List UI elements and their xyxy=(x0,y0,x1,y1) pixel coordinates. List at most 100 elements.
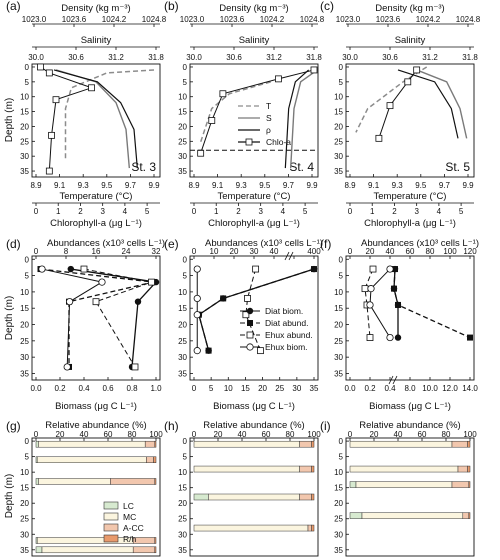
bar-segment-R/h xyxy=(154,537,157,544)
depth-tick-label: 20 xyxy=(20,499,29,508)
abundance-tick-label: 40 xyxy=(270,247,279,256)
depth-tick-label: 0 xyxy=(339,255,344,264)
depth-tick-label: 35 xyxy=(20,546,29,555)
depth-tick-label: 5 xyxy=(25,453,30,462)
depth-tick-label: 5 xyxy=(183,272,188,281)
salinity-tick-label: 31.8 xyxy=(306,53,322,62)
relative-tick-label: 0 xyxy=(348,430,353,439)
temperature-axis-label: Temperature (°C) xyxy=(60,191,133,202)
salinity-tick-label: 31.2 xyxy=(108,53,124,62)
salinity-tick-label: 30.6 xyxy=(382,53,398,62)
salinity-axis-label: Salinity xyxy=(81,35,112,46)
temperature-tick-label: 9.7 xyxy=(125,181,137,190)
panel-label: (h) xyxy=(164,419,179,433)
chl-tick-label: 1 xyxy=(370,207,375,216)
abundance-tick-label: 40 xyxy=(386,247,395,256)
depth-tick-label: 10 xyxy=(20,93,29,102)
legend-swatch xyxy=(103,523,119,532)
series-line-ρ xyxy=(284,69,310,169)
chl-point xyxy=(219,90,227,98)
series-line-Chlo-a xyxy=(200,69,315,154)
depth-tick-label: 35 xyxy=(334,369,343,378)
bar-segment-MC xyxy=(349,440,453,448)
biomass-tick-label: 10.0 xyxy=(422,384,438,393)
chl-tick-label: 5 xyxy=(145,207,150,216)
relative-tick-label: 20 xyxy=(56,430,65,439)
legend-swatch xyxy=(103,501,119,510)
chl-point xyxy=(37,63,44,71)
plot-frame xyxy=(31,63,161,178)
temperature-tick-label: 9.9 xyxy=(148,181,160,190)
depth-tick-label: 35 xyxy=(178,546,187,555)
biomass-tick-label: 20 xyxy=(258,384,267,393)
series-line-ρ xyxy=(53,69,138,169)
data-point xyxy=(391,285,397,292)
depth-tick-label: 25 xyxy=(178,137,187,146)
relative-tick-label: 60 xyxy=(262,430,271,439)
data-point xyxy=(366,334,374,341)
depth-tick-label: 20 xyxy=(334,321,343,330)
legend-label: Ehux biom. xyxy=(265,342,308,352)
relative-axis-label: Relative abundance (%) xyxy=(45,420,146,431)
chl-tick-label: 0 xyxy=(348,207,353,216)
bar-segment-MC xyxy=(193,465,300,473)
chl-point xyxy=(404,78,412,86)
bar-segment-R/h xyxy=(154,440,157,448)
biomass-axis-label: Biomass (μg C L⁻¹) xyxy=(213,401,295,412)
depth-tick-label: 30 xyxy=(178,530,187,539)
bar-segment-A-CC xyxy=(299,465,312,473)
bar-segment-LC xyxy=(35,440,39,448)
data-point xyxy=(244,295,251,302)
salinity-tick-label: 31.8 xyxy=(462,53,478,62)
depth-tick-label: 35 xyxy=(178,369,187,378)
abundance-tick-label: 20 xyxy=(366,247,375,256)
axis-break xyxy=(392,375,398,385)
biomass-axis-label: Biomass (μg C L⁻¹) xyxy=(55,401,137,412)
legend-label: Diat biom. xyxy=(265,306,303,316)
data-point xyxy=(193,265,201,273)
relative-axis-label: Relative abundance (%) xyxy=(203,420,304,431)
depth-tick-label: 0 xyxy=(183,255,188,264)
series-line-S xyxy=(416,69,468,139)
biomass-tick-label: 10 xyxy=(224,384,233,393)
abundance-axis-label: Abundances (x10³ cells L⁻¹) xyxy=(205,238,323,249)
density-axis-label: Density (kg m⁻³) xyxy=(61,3,130,14)
data-point xyxy=(63,363,71,371)
relative-tick-label: 20 xyxy=(214,430,223,439)
biomass-tick-label: 35 xyxy=(310,384,319,393)
biomass-tick-label: 25 xyxy=(275,384,284,393)
biomass-tick-label: 0.0 xyxy=(30,384,42,393)
chl-point xyxy=(386,102,394,110)
depth-tick-label: 20 xyxy=(334,122,343,131)
plot-frame xyxy=(189,63,319,178)
data-point xyxy=(386,333,394,342)
biomass-tick-label: 0.2 xyxy=(364,384,376,393)
station-label: St. 5 xyxy=(445,160,470,174)
data-point xyxy=(369,265,377,273)
salinity-tick-label: 31.2 xyxy=(266,53,282,62)
depth-tick-label: 10 xyxy=(178,468,187,477)
panel-label: (b) xyxy=(164,0,179,13)
legend-label: Ehux abund. xyxy=(265,330,313,340)
salinity-tick-label: 30.0 xyxy=(28,53,44,62)
bar-segment-A-CC xyxy=(132,546,156,554)
data-point xyxy=(361,285,369,293)
abundance-tick-label: 400 xyxy=(307,247,321,256)
depth-tick-label: 25 xyxy=(20,337,29,346)
chl-point xyxy=(375,134,383,142)
relative-axis-label: Relative abundance (%) xyxy=(359,420,460,431)
depth-tick-label: 15 xyxy=(20,108,29,117)
data-point xyxy=(257,347,264,355)
depth-tick-label: 15 xyxy=(178,484,187,493)
series-line-Ehuxbiom xyxy=(369,268,391,338)
series-line-Chlo-a xyxy=(378,69,418,139)
abundance-tick-label: 60 xyxy=(406,247,415,256)
bar-segment-MC xyxy=(193,440,300,448)
legend-marker xyxy=(247,320,253,326)
panel-label: (g) xyxy=(6,419,21,433)
temperature-tick-label: 9.1 xyxy=(368,181,380,190)
chl-point xyxy=(48,131,55,139)
bar-segment-MC xyxy=(36,537,134,544)
depth-tick-label: 35 xyxy=(334,167,343,176)
